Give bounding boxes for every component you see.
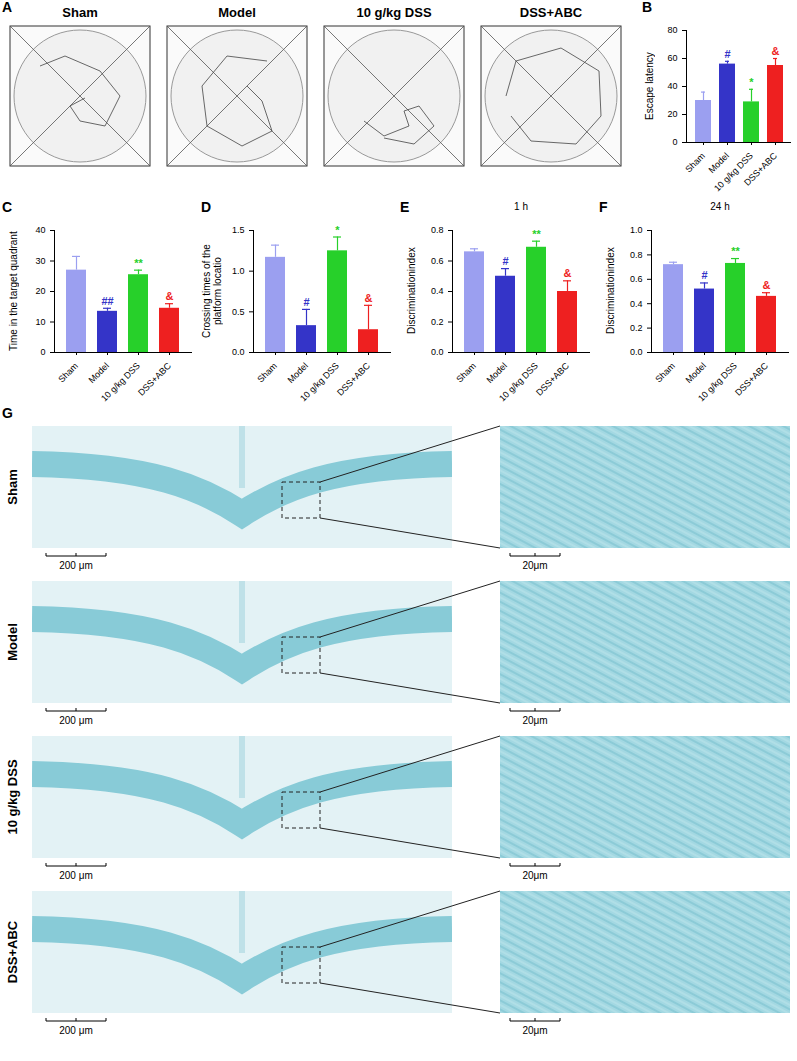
svg-text:0.8: 0.8 — [431, 225, 444, 235]
html-text:Discriminationindex: Discriminationindex — [604, 247, 616, 335]
svg-text:#: # — [502, 255, 508, 267]
svg-text:#: # — [303, 296, 309, 308]
svg-text:**: ** — [134, 257, 143, 269]
svg-text:20: 20 — [667, 109, 677, 119]
svg-text:##: ## — [101, 295, 113, 307]
svg-text:&: & — [166, 290, 174, 302]
svg-text:200 μm: 200 μm — [59, 715, 93, 726]
svg-text:&: & — [365, 292, 373, 304]
svg-text:Model: Model — [286, 361, 310, 385]
svg-text:Model: Model — [485, 361, 509, 385]
svg-text:0.2: 0.2 — [630, 323, 643, 333]
svg-text:0.4: 0.4 — [630, 299, 643, 309]
svg-text:DSS+ABC: DSS+ABC — [5, 920, 20, 983]
svg-text:0.0: 0.0 — [431, 347, 444, 357]
svg-text:Sham: Sham — [454, 361, 478, 385]
svg-text:**: ** — [731, 245, 740, 257]
svg-text:20μm: 20μm — [522, 1025, 547, 1036]
svg-text:DSS+ABC: DSS+ABC — [136, 360, 173, 397]
html-text:Escape latency: Escape latency — [643, 52, 655, 120]
svg-text:30: 30 — [35, 256, 45, 266]
svg-text:0.2: 0.2 — [431, 317, 444, 327]
svg-text:Sham: Sham — [653, 361, 677, 385]
html-text:B: B — [642, 0, 653, 15]
svg-text:#: # — [701, 269, 707, 281]
svg-text:**: ** — [532, 228, 541, 240]
svg-text:40: 40 — [667, 81, 677, 91]
svg-text:*: * — [335, 224, 340, 236]
svg-text:Model: Model — [706, 150, 731, 176]
svg-text:0.0: 0.0 — [630, 347, 643, 357]
svg-text:10 g/kg DSS: 10 g/kg DSS — [696, 361, 739, 404]
svg-text:&: & — [772, 45, 780, 57]
svg-text:0.5: 0.5 — [232, 307, 245, 317]
svg-text:10 g/kg DSS: 10 g/kg DSS — [712, 150, 755, 194]
html-text:Discriminationindex: Discriminationindex — [405, 247, 417, 335]
html-text:A: A — [2, 0, 13, 15]
svg-text:Sham: Sham — [62, 5, 97, 20]
svg-text:Model: Model — [684, 361, 708, 385]
svg-text:#: # — [724, 48, 730, 60]
svg-text:Model: Model — [218, 5, 256, 20]
html-text:D: D — [201, 199, 212, 215]
svg-text:20μm: 20μm — [522, 715, 547, 726]
svg-text:200 μm: 200 μm — [59, 1025, 93, 1036]
svg-text:&: & — [763, 279, 771, 291]
svg-text:20μm: 20μm — [522, 560, 547, 571]
svg-text:0: 0 — [40, 347, 45, 357]
svg-text:1.5: 1.5 — [232, 225, 245, 235]
svg-text:Model: Model — [87, 361, 111, 385]
svg-text:10 g/kg DSS: 10 g/kg DSS — [356, 5, 431, 20]
svg-text:10 g/kg DSS: 10 g/kg DSS — [298, 361, 341, 404]
svg-text:Sham: Sham — [5, 469, 20, 504]
svg-text:0: 0 — [672, 137, 677, 147]
svg-text:0.0: 0.0 — [232, 347, 245, 357]
svg-text:10: 10 — [35, 317, 45, 327]
svg-text:20: 20 — [35, 286, 45, 296]
svg-text:60: 60 — [667, 53, 677, 63]
svg-text:DSS+ABC: DSS+ABC — [742, 150, 779, 187]
html-text:F: F — [599, 199, 608, 215]
svg-text:0.8: 0.8 — [630, 250, 643, 260]
svg-text:Model: Model — [5, 623, 20, 661]
svg-text:0.4: 0.4 — [431, 286, 444, 296]
svg-text:Sham: Sham — [56, 361, 80, 385]
html-text:Time in the target quadrant: Time in the target quadrant — [7, 231, 19, 351]
svg-text:10 g/kg DSS: 10 g/kg DSS — [497, 361, 540, 404]
html-text:C: C — [2, 199, 13, 215]
svg-text:80: 80 — [667, 25, 677, 35]
svg-text:Sham: Sham — [255, 361, 279, 385]
svg-text:DSS+ABC: DSS+ABC — [520, 5, 583, 20]
svg-text:1.0: 1.0 — [630, 225, 643, 235]
html-text:Crossing times of the platform: Crossing times of the platform locatio — [201, 244, 223, 338]
svg-text:10 g/kg DSS: 10 g/kg DSS — [99, 361, 142, 404]
html-text:24 h: 24 h — [710, 201, 730, 212]
html-text:E: E — [400, 199, 410, 215]
svg-text:20μm: 20μm — [522, 870, 547, 881]
svg-text:200 μm: 200 μm — [59, 870, 93, 881]
svg-text:DSS+ABC: DSS+ABC — [534, 360, 571, 397]
svg-text:Sham: Sham — [683, 151, 707, 175]
svg-text:10 g/kg DSS: 10 g/kg DSS — [5, 759, 20, 834]
svg-text:1.0: 1.0 — [232, 266, 245, 276]
svg-text:40: 40 — [35, 225, 45, 235]
svg-text:DSS+ABC: DSS+ABC — [733, 360, 770, 397]
svg-text:DSS+ABC: DSS+ABC — [335, 360, 372, 397]
svg-text:0.6: 0.6 — [630, 274, 643, 284]
svg-text:&: & — [564, 267, 572, 279]
svg-text:200 μm: 200 μm — [59, 560, 93, 571]
html-text:G: G — [2, 405, 13, 421]
svg-text:0.6: 0.6 — [431, 256, 444, 266]
svg-text:*: * — [749, 76, 754, 88]
html-text:1 h: 1 h — [514, 201, 528, 212]
